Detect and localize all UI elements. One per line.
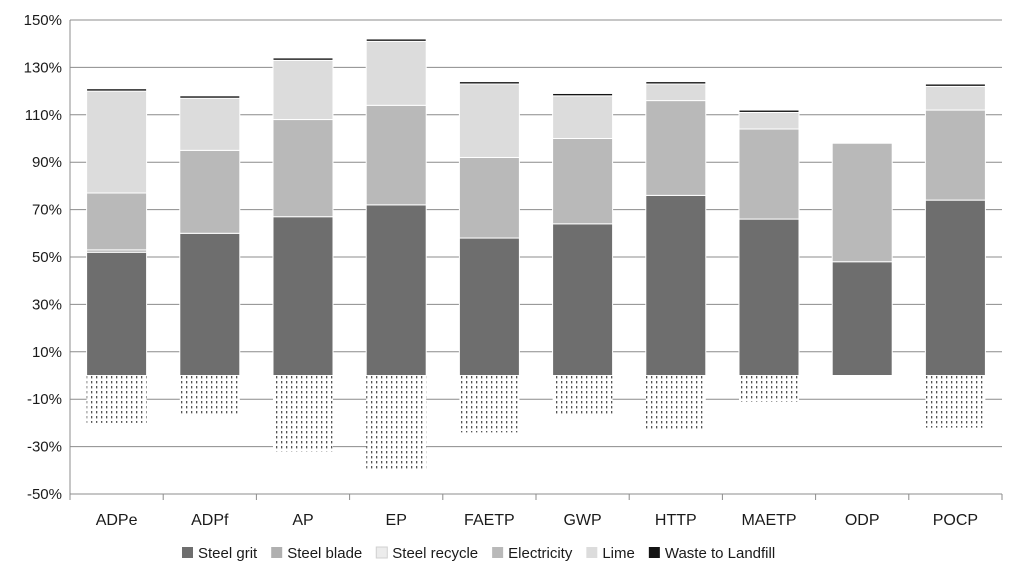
y-tick-label: 130% — [24, 59, 62, 76]
bar-segment-waste-to-landfill — [272, 57, 334, 61]
legend-label: Electricity — [508, 545, 573, 562]
axes: 150% 130% 110% 90% 70% 50% 30% 10% -10% -30% -50% A… — [24, 12, 1003, 529]
bar-segment-steel-recycle — [86, 375, 147, 423]
legend-swatch — [492, 547, 504, 558]
bar-segment-electricity — [831, 142, 893, 263]
legend-label: Steel grit — [198, 545, 258, 562]
x-category-label: MAETP — [741, 512, 796, 529]
bar-segment-electricity — [365, 104, 427, 206]
bar-segment-lime — [179, 97, 241, 151]
bar-segment-steel-grit — [179, 232, 241, 376]
legend-swatch — [586, 547, 598, 558]
y-tick-label: -30% — [27, 439, 62, 456]
y-tick-label: 70% — [32, 202, 62, 219]
bar-segment-lime — [365, 40, 427, 106]
bar-segment-steel-recycle — [925, 375, 986, 428]
x-category-label: HTTP — [655, 512, 697, 529]
y-tick-label: 90% — [32, 154, 62, 171]
bar-segment-steel-grit — [86, 251, 148, 376]
bar-segment-lime — [738, 111, 800, 130]
bar-segment-steel-recycle — [459, 375, 520, 433]
x-category-label: ODP — [845, 512, 880, 529]
legend-swatch — [375, 546, 388, 559]
legend-label: Lime — [602, 545, 635, 562]
bar-segment-waste-to-landfill — [86, 88, 148, 92]
bar-segment-lime — [272, 59, 334, 121]
bar-segment-lime — [458, 83, 520, 158]
bar-segment-waste-to-landfill — [458, 81, 520, 85]
bar-segment-waste-to-landfill — [738, 109, 800, 113]
bar-segment-steel-grit — [458, 237, 520, 376]
bar-segment-waste-to-landfill — [645, 81, 707, 85]
y-tick-label: -10% — [27, 391, 62, 408]
x-category-label: ADPf — [191, 512, 229, 529]
y-tick-label: 10% — [32, 344, 62, 361]
bar-segment-steel-recycle — [366, 375, 427, 471]
legend-label: Waste to Landfill — [665, 545, 775, 562]
y-tick-label: 110% — [25, 107, 62, 124]
bar-segment-electricity — [645, 100, 707, 196]
bar-segment-waste-to-landfill — [552, 92, 614, 97]
legend-swatch — [648, 547, 660, 558]
bar-segment-steel-grit — [738, 218, 800, 376]
bar-segment-waste-to-landfill — [924, 83, 986, 87]
bar-segment-electricity — [552, 138, 614, 225]
bar-segment-lime — [86, 90, 148, 194]
y-tick-label: -50% — [27, 486, 62, 503]
bar-segment-steel-grit — [831, 261, 893, 376]
y-tick-label: 30% — [32, 296, 62, 313]
legend: Steel grit Steel blade Steel recycle Electr… — [182, 545, 775, 562]
bar-segment-steel-recycle — [739, 375, 799, 402]
bar-segment-waste-to-landfill — [365, 38, 427, 42]
x-category-label: GWP — [563, 512, 601, 529]
bar-segment-electricity — [86, 192, 148, 251]
bar-segment-electricity — [924, 109, 986, 201]
x-category-label: POCP — [933, 512, 978, 529]
bar-segment-steel-grit — [645, 194, 707, 376]
bar-segment-steel-grit — [272, 216, 334, 376]
bar-segment-electricity — [179, 149, 241, 234]
legend-swatch — [271, 547, 283, 558]
bar-segment-waste-to-landfill — [179, 95, 241, 99]
bar-segment-electricity — [458, 156, 520, 239]
legend-label: Steel recycle — [392, 545, 478, 562]
bar-segment-steel-recycle — [552, 375, 613, 416]
bar-segment-steel-grit — [552, 223, 614, 376]
y-tick-label: 50% — [32, 249, 62, 266]
y-tick-label: 150% — [24, 12, 62, 29]
x-category-label: ADPe — [96, 512, 138, 529]
bar-segment-steel-recycle — [179, 375, 240, 414]
bars — [86, 38, 986, 471]
bar-segment-steel-recycle — [645, 375, 706, 431]
legend-swatch — [182, 547, 193, 558]
bar-segment-lime — [924, 85, 986, 111]
bar-segment-steel-grit — [365, 204, 427, 376]
bar-segment-steel-grit — [924, 199, 986, 376]
x-category-label: AP — [292, 512, 313, 529]
bar-segment-electricity — [272, 119, 334, 218]
bar-segment-lime — [552, 95, 614, 139]
x-category-label: EP — [386, 512, 407, 529]
bar-segment-lime — [645, 83, 707, 102]
bar-segment-electricity — [738, 128, 800, 220]
x-category-label: FAETP — [464, 512, 515, 529]
bar-segment-steel-recycle — [273, 375, 333, 452]
legend-label: Steel blade — [287, 545, 362, 562]
